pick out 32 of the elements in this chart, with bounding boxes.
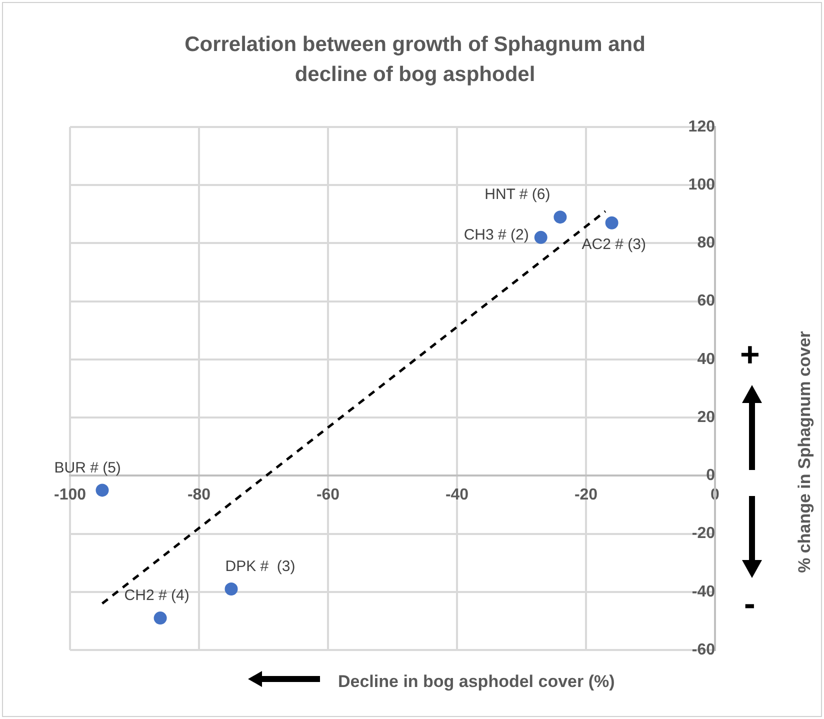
y-tick-label: -20	[692, 525, 716, 542]
x-axis-title: Decline in bog asphodel cover (%)	[338, 672, 615, 692]
y-tick-label: -40	[692, 583, 716, 600]
y-tick-label: 20	[697, 408, 716, 426]
y-axis-title: % change in Sphagnum cover	[795, 331, 815, 573]
annotation: HNT # (6)	[484, 186, 550, 204]
point	[96, 484, 109, 497]
x-tick-label: -40	[445, 486, 469, 504]
y-tick-label: -60	[692, 641, 716, 658]
point	[154, 612, 167, 625]
text: +	[740, 336, 760, 374]
point	[224, 582, 238, 596]
chart-title: Correlation between growth of Sphagnum and decline of bog asphodel	[184, 32, 646, 88]
y-tick-label: 80	[697, 234, 716, 252]
point	[605, 216, 618, 230]
y-tick-label: 40	[697, 350, 716, 368]
x-tick-label: -100	[54, 486, 86, 504]
annotation: DPK # (3)	[225, 558, 296, 576]
y-tick-label: 120	[688, 118, 716, 136]
annotation: CH3 # (2)	[464, 226, 529, 244]
text: -	[744, 585, 756, 623]
annotation: CH2 # (4)	[124, 587, 190, 604]
y-tick-label: 100	[688, 176, 716, 194]
annotation: BUR # (5)	[54, 459, 121, 476]
x-tick-label: -80	[187, 486, 211, 504]
annotation: AC2 # (3)	[582, 236, 646, 254]
point	[554, 210, 567, 224]
y-tick-label: 0	[706, 467, 716, 484]
x-tick-label: -20	[574, 486, 598, 504]
y-tick-label: 60	[697, 292, 716, 310]
x-tick-label: -60	[316, 486, 340, 504]
point	[534, 230, 548, 244]
